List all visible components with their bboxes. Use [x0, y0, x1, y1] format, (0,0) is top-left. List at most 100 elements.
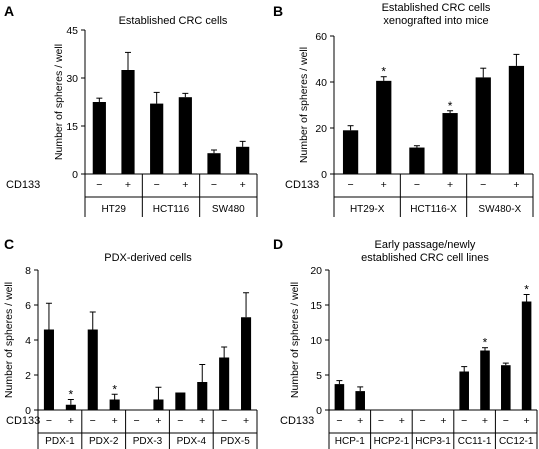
bar: [508, 65, 525, 174]
cd133-sign-label: −: [90, 415, 96, 427]
chart-title: Early passage/newly: [375, 239, 476, 251]
group-label: HCP-1: [335, 436, 365, 447]
cd133-sign-label: −: [503, 415, 509, 427]
cd133-row-label: CD133: [285, 179, 319, 191]
bar: [355, 391, 365, 410]
y-tick-label: 20: [310, 265, 322, 277]
y-axis-label: Number of spheres / well: [289, 282, 301, 398]
group-label: HCT116: [153, 204, 190, 215]
cd133-sign-label: +: [381, 179, 387, 191]
y-tick-label: 0: [72, 169, 78, 181]
cd133-sign-label: −: [420, 415, 426, 427]
bar: [219, 357, 230, 410]
cd133-sign-label: +: [524, 415, 530, 427]
y-axis-label: Number of spheres / well: [53, 44, 65, 160]
panel-letter: D: [273, 236, 283, 252]
significance-star: *: [448, 99, 453, 113]
y-tick-label: 40: [315, 77, 327, 89]
cd133-sign-label: +: [399, 415, 405, 427]
bar: [178, 97, 192, 174]
bar: [334, 384, 345, 410]
bar: [207, 153, 221, 174]
bar: [409, 147, 425, 174]
panel-letter: A: [4, 3, 14, 19]
y-tick-label: 0: [321, 169, 327, 181]
group-label: SW480-X: [478, 204, 521, 215]
cd133-sign-label: −: [177, 415, 183, 427]
y-tick-label: 15: [310, 300, 322, 312]
group-label: PDX-4: [177, 436, 207, 447]
group-label: HCP2-1: [374, 436, 410, 447]
y-axis-label: Number of spheres / well: [3, 282, 15, 398]
chart-title: Established CRC cells: [119, 15, 228, 27]
bar: [43, 329, 54, 410]
group-label: HCT116-X: [410, 204, 457, 215]
y-tick-label: 0: [316, 405, 322, 417]
bar: [342, 130, 359, 174]
chart-title: xenografted into mice: [383, 15, 488, 27]
y-tick-label: 6: [25, 300, 31, 312]
bar: [109, 399, 120, 410]
bar: [459, 371, 469, 410]
y-axis-label: Number of spheres / well: [298, 47, 310, 163]
y-tick-label: 4: [25, 335, 31, 347]
cd133-sign-label: −: [211, 179, 217, 191]
bar: [87, 329, 98, 410]
cd133-sign-label: +: [240, 179, 246, 191]
panel-letter: B: [273, 3, 283, 19]
cd133-sign-label: −: [154, 179, 160, 191]
cd133-sign-label: −: [348, 179, 354, 191]
cd133-sign-label: +: [482, 415, 488, 427]
bar: [241, 317, 252, 410]
bar: [121, 70, 135, 174]
y-tick-label: 30: [66, 73, 78, 85]
chart-title: established CRC cell lines: [361, 252, 489, 264]
bar: [236, 146, 250, 174]
cd133-sign-label: −: [221, 415, 227, 427]
bar: [197, 382, 208, 410]
cd133-sign-label: −: [46, 415, 52, 427]
bar: [65, 404, 76, 410]
group-label: HCP3-1: [415, 436, 451, 447]
group-label: PDX-1: [45, 436, 75, 447]
cd133-sign-label: +: [68, 415, 74, 427]
significance-star: *: [69, 388, 74, 402]
bar: [521, 301, 532, 410]
group-label: PDX-3: [133, 436, 163, 447]
significance-star: *: [524, 283, 529, 297]
cd133-row-label: CD133: [280, 415, 314, 427]
chart-title: PDX-derived cells: [104, 252, 192, 264]
y-tick-label: 20: [315, 123, 327, 135]
chart-title: Established CRC cells: [382, 2, 491, 14]
significance-star: *: [381, 65, 386, 79]
y-tick-label: 45: [66, 25, 78, 37]
cd133-sign-label: +: [447, 179, 453, 191]
significance-star: *: [112, 382, 117, 396]
group-label: CC11-1: [458, 436, 492, 447]
y-tick-label: 5: [316, 370, 322, 382]
cd133-row-label: CD133: [6, 415, 40, 427]
y-tick-label: 0: [25, 405, 31, 417]
panel-letter: C: [4, 236, 14, 252]
cd133-sign-label: +: [199, 415, 205, 427]
significance-star: *: [483, 336, 488, 350]
cd133-sign-label: +: [357, 415, 363, 427]
bar: [92, 102, 106, 174]
y-tick-label: 8: [25, 265, 31, 277]
group-label: SW480: [212, 204, 245, 215]
group-label: PDX-2: [89, 436, 119, 447]
cd133-row-label: CD133: [6, 179, 40, 191]
y-tick-label: 60: [315, 31, 327, 43]
group-label: HT29-X: [350, 204, 385, 215]
y-tick-label: 15: [66, 121, 78, 133]
cd133-sign-label: +: [440, 415, 446, 427]
bar: [475, 77, 491, 174]
bar: [376, 80, 392, 174]
bar: [480, 350, 490, 410]
cd133-sign-label: +: [243, 415, 249, 427]
bar: [150, 103, 164, 174]
